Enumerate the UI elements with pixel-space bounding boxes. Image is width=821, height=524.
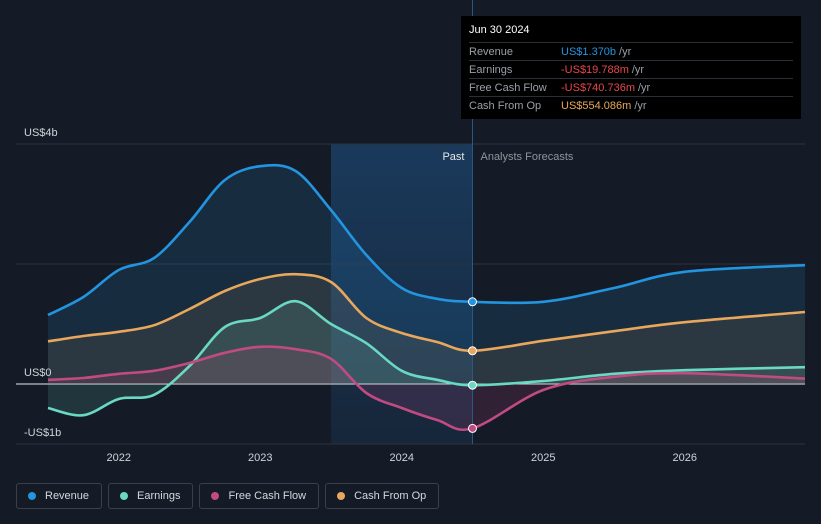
- tooltip-value: US$1.370b: [561, 45, 617, 58]
- tooltip-unit: /yr: [638, 81, 651, 94]
- tooltip-unit: /yr: [619, 45, 632, 58]
- legend-dot-icon: [120, 492, 129, 500]
- tooltip-label: Revenue: [469, 45, 514, 58]
- cash-from-op-area: [48, 274, 805, 384]
- revenue-line: [47, 163, 806, 317]
- y-tick-label: -US$1b: [24, 427, 61, 439]
- tooltip-unit: /yr: [634, 99, 647, 112]
- tooltip-value: -US$740.736m: [561, 81, 635, 94]
- tooltip-unit: /yr: [631, 63, 645, 76]
- earnings-line: [47, 299, 806, 417]
- legend-dot-icon: [337, 492, 346, 500]
- legend-label: Cash From Op: [354, 490, 427, 502]
- free-cash-flow-marker: [467, 423, 477, 433]
- tooltip-value: US$554.086m: [561, 99, 632, 112]
- y-tick-label: US$0: [24, 367, 52, 379]
- legend-item-revenue[interactable]: Revenue: [16, 483, 103, 509]
- legend-item-free-cash-flow[interactable]: Free Cash Flow: [199, 483, 320, 509]
- earnings-area: [48, 301, 805, 416]
- chart-legend: Revenue Earnings Free Cash Flow Cash Fro…: [16, 483, 440, 509]
- tooltip-row-free-cash-flow: Free Cash Flow -US$740.736m /yr: [469, 78, 793, 96]
- legend-label: Revenue: [45, 490, 90, 502]
- tooltip-label: Cash From Op: [469, 99, 542, 112]
- legend-label: Earnings: [137, 490, 181, 502]
- tooltip-row-revenue: Revenue US$1.370b /yr: [469, 42, 793, 60]
- tooltip-value: -US$19.788m: [561, 63, 629, 76]
- legend-dot-icon: [211, 492, 220, 500]
- forecast-label: Analysts Forecasts: [480, 151, 573, 163]
- data-tooltip: Jun 30 2024 Revenue US$1.370b /yr Earnin…: [461, 16, 801, 119]
- tooltip-row-earnings: Earnings -US$19.788m /yr: [469, 60, 793, 78]
- past-label: Past: [442, 151, 464, 163]
- free-cash-flow-line: [47, 345, 806, 431]
- legend-dot-icon: [28, 492, 36, 500]
- legend-item-earnings[interactable]: Earnings: [108, 483, 194, 509]
- legend-label: Free Cash Flow: [228, 490, 307, 502]
- cash-from-op-marker: [467, 346, 477, 356]
- free-cash-flow-area: [48, 346, 805, 430]
- past-region: [330, 144, 473, 444]
- x-tick-label: 2023: [248, 452, 272, 464]
- earnings-marker: [467, 380, 477, 390]
- tooltip-label: Free Cash Flow: [469, 81, 547, 94]
- x-tick-label: 2024: [389, 452, 413, 464]
- tooltip-date: Jun 30 2024: [469, 24, 530, 36]
- revenue-area: [48, 165, 805, 384]
- y-tick-label: US$4b: [24, 127, 58, 139]
- legend-item-cash-from-op[interactable]: Cash From Op: [325, 483, 440, 509]
- x-tick-label: 2022: [107, 452, 131, 464]
- x-tick-label: 2026: [672, 452, 696, 464]
- revenue-marker: [467, 297, 477, 307]
- x-tick-label: 2025: [531, 452, 555, 464]
- tooltip-label: Earnings: [469, 63, 513, 76]
- tooltip-row-cash-from-op: Cash From Op US$554.086m /yr: [469, 96, 793, 114]
- cash-from-op-line: [47, 272, 806, 353]
